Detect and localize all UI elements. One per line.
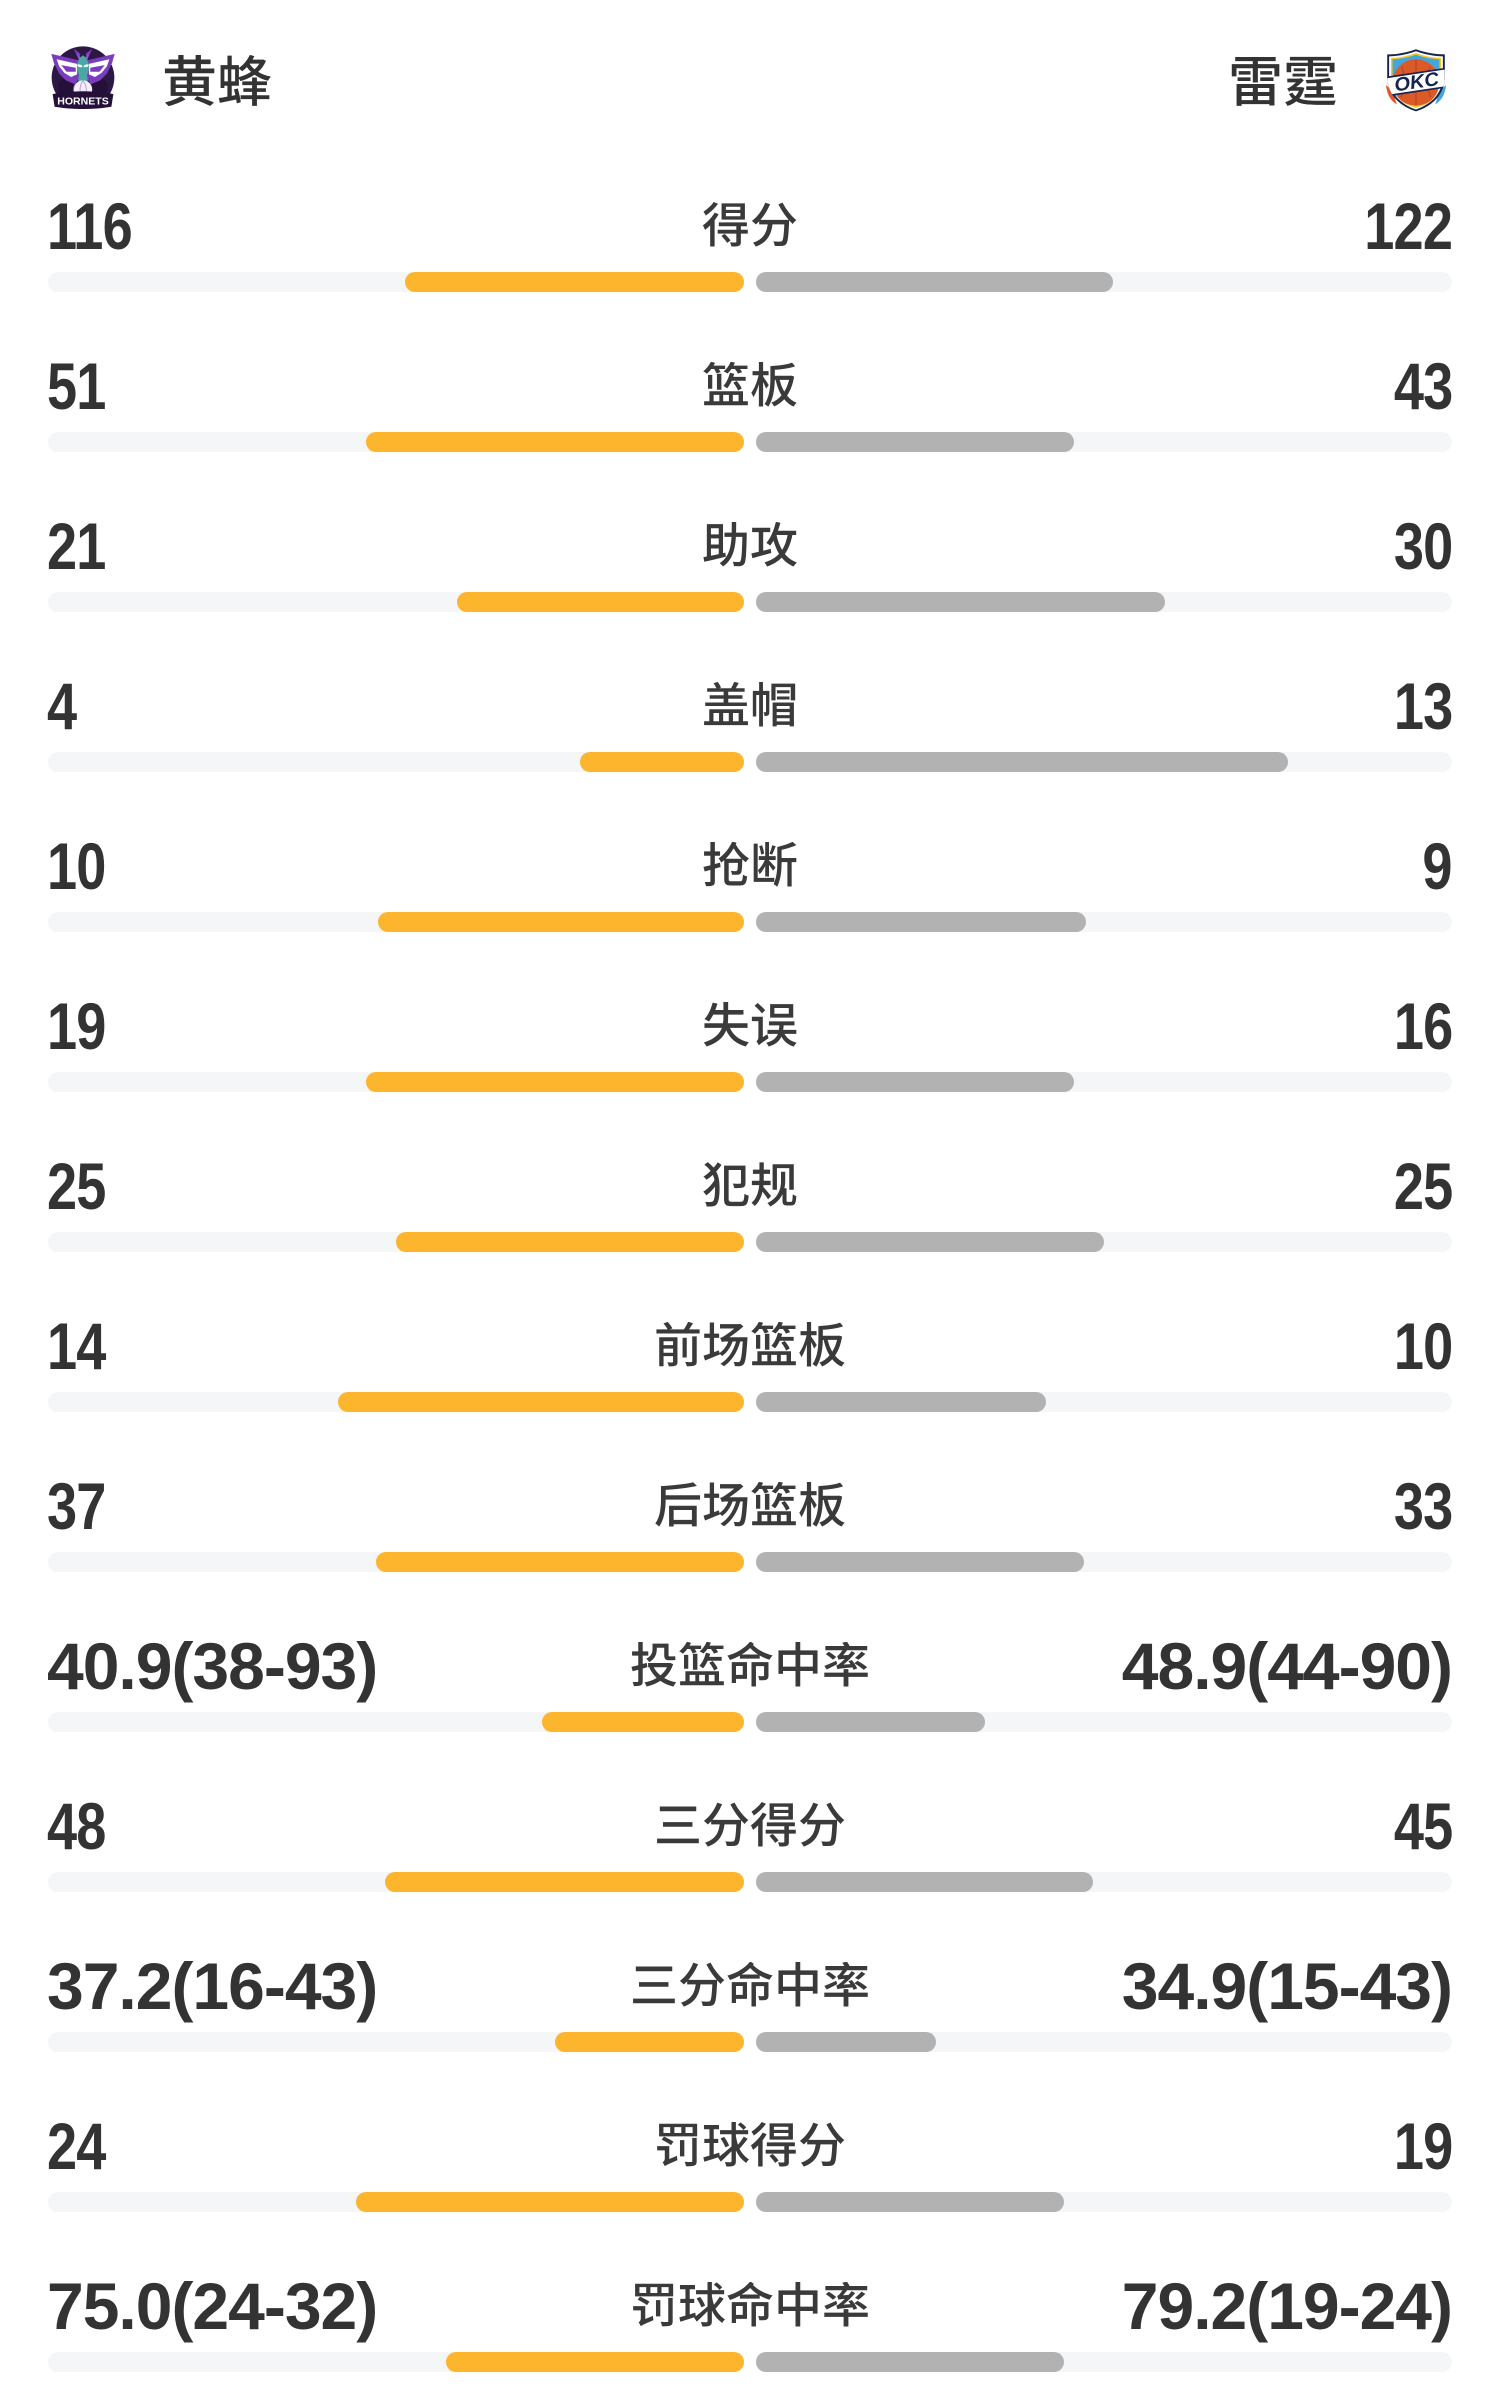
svg-text:HORNETS: HORNETS	[57, 97, 109, 108]
